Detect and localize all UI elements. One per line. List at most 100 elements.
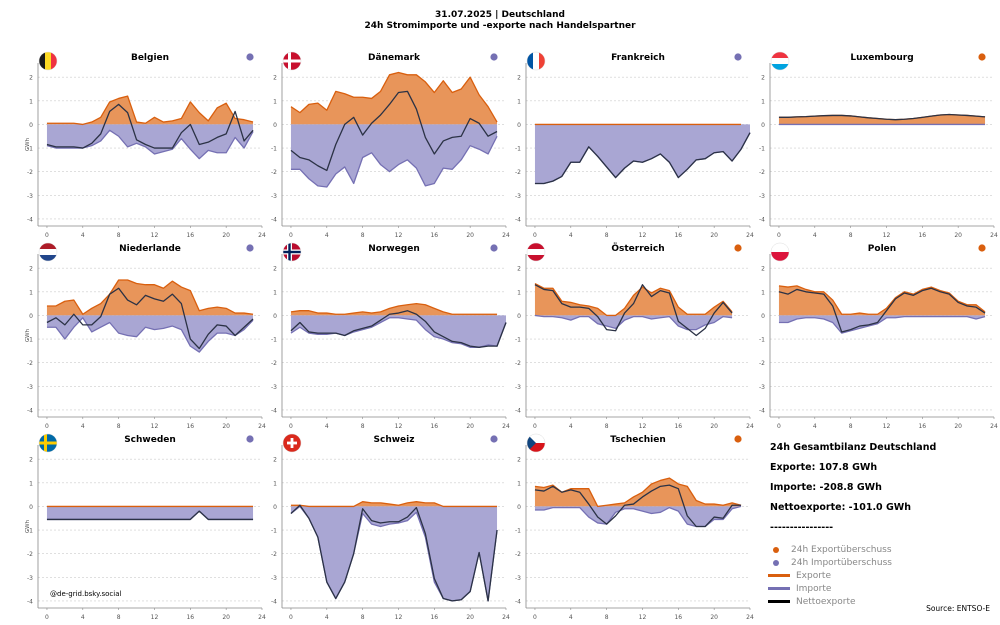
imports-line bbox=[290, 317, 507, 348]
x-tick-label: 8 bbox=[849, 423, 853, 430]
x-tick-label: 4 bbox=[813, 232, 817, 239]
y-tick-label: 0 bbox=[273, 504, 277, 511]
y-axis-label: GWh bbox=[25, 137, 31, 151]
flag-icon bbox=[39, 243, 57, 261]
net-line bbox=[290, 90, 498, 172]
x-tick-label: 8 bbox=[605, 423, 609, 430]
x-tick-label: 8 bbox=[361, 232, 365, 239]
legend-label: Nettoexporte bbox=[796, 596, 856, 607]
y-tick-label: -2 bbox=[271, 551, 277, 558]
y-tick-label: -4 bbox=[515, 216, 521, 223]
x-tick-label: 12 bbox=[639, 423, 647, 430]
y-tick-label: 1 bbox=[29, 289, 33, 296]
exports-line bbox=[290, 501, 498, 508]
y-tick-label: 0 bbox=[273, 313, 277, 320]
x-tick-label: 24 bbox=[746, 614, 754, 621]
flag-icon bbox=[283, 52, 301, 70]
exports-line bbox=[290, 71, 498, 123]
imports-area bbox=[534, 506, 742, 527]
surplus-dot bbox=[978, 244, 986, 252]
y-tick-label: -1 bbox=[271, 146, 277, 153]
imports-line bbox=[534, 314, 733, 331]
x-tick-label: 0 bbox=[533, 232, 537, 239]
legend-label: Importe bbox=[796, 583, 832, 594]
y-tick-label: -1 bbox=[271, 337, 277, 344]
x-tick-label: 20 bbox=[222, 423, 230, 430]
net-line bbox=[534, 132, 751, 185]
y-tick-label: -2 bbox=[27, 169, 33, 176]
x-tick-label: 0 bbox=[289, 232, 293, 239]
y-tick-label: -2 bbox=[27, 360, 33, 367]
y-tick-label: -4 bbox=[27, 598, 33, 605]
x-tick-label: 12 bbox=[395, 423, 403, 430]
panel-title: Polen bbox=[868, 244, 896, 254]
y-tick-label: -3 bbox=[515, 384, 521, 391]
surplus-dot bbox=[734, 53, 742, 61]
panel-title: Österreich bbox=[611, 243, 664, 254]
export-surplus-dot-icon bbox=[773, 546, 779, 553]
y-tick-label: -3 bbox=[271, 575, 277, 582]
y-tick-label: 1 bbox=[517, 480, 521, 487]
flag-icon bbox=[527, 243, 545, 261]
x-tick-label: 0 bbox=[777, 423, 781, 430]
imports-area bbox=[290, 506, 498, 601]
x-tick-label: 0 bbox=[45, 614, 49, 621]
source-note: Source: ENTSO-E bbox=[926, 604, 990, 613]
flag-icon bbox=[527, 52, 545, 70]
x-tick-label: 0 bbox=[289, 423, 293, 430]
y-tick-label: -3 bbox=[271, 193, 277, 200]
y-tick-label: 2 bbox=[517, 75, 521, 82]
exports-line bbox=[46, 279, 254, 315]
y-tick-label: 2 bbox=[273, 266, 277, 273]
exports-area bbox=[534, 283, 733, 316]
x-tick-label: 4 bbox=[569, 423, 573, 430]
net-line bbox=[290, 310, 507, 348]
y-tick-label: 0 bbox=[517, 504, 521, 511]
title-subtitle: 24h Stromimporte und -exporte nach Hande… bbox=[364, 21, 636, 31]
x-tick-label: 20 bbox=[954, 232, 962, 239]
y-tick-label: -3 bbox=[759, 193, 765, 200]
x-tick-label: 12 bbox=[639, 232, 647, 239]
y-tick-label: 0 bbox=[29, 122, 33, 129]
exports-area bbox=[534, 478, 742, 507]
y-tick-label: -1 bbox=[759, 146, 765, 153]
y-tick-label: -4 bbox=[27, 216, 33, 223]
exports-line-icon bbox=[768, 574, 790, 577]
summary-heading: 24h Gesamtbilanz Deutschland bbox=[770, 442, 937, 453]
x-tick-label: 0 bbox=[289, 614, 293, 621]
x-tick-label: 4 bbox=[81, 423, 85, 430]
x-tick-label: 12 bbox=[883, 232, 891, 239]
legend-item-exports: Exporte bbox=[768, 569, 892, 582]
x-tick-label: 4 bbox=[325, 423, 329, 430]
panel-title: Belgien bbox=[131, 53, 169, 63]
y-tick-label: -3 bbox=[759, 384, 765, 391]
x-tick-label: 4 bbox=[569, 232, 573, 239]
exports-area bbox=[290, 501, 498, 507]
imports-area bbox=[46, 124, 254, 159]
summary-block: 24h Gesamtbilanz Deutschland Exporte: 10… bbox=[770, 442, 936, 542]
y-tick-label: -4 bbox=[271, 407, 277, 414]
x-tick-label: 4 bbox=[569, 614, 573, 621]
y-tick-label: -4 bbox=[515, 598, 521, 605]
imports-area bbox=[290, 315, 506, 348]
x-tick-label: 20 bbox=[466, 614, 474, 621]
x-tick-label: 16 bbox=[674, 614, 682, 621]
x-tick-label: 0 bbox=[533, 423, 537, 430]
y-tick-label: 1 bbox=[761, 289, 765, 296]
x-tick-label: 8 bbox=[605, 232, 609, 239]
y-tick-label: 0 bbox=[29, 504, 33, 511]
x-tick-label: 12 bbox=[395, 614, 403, 621]
surplus-dot bbox=[490, 435, 498, 443]
y-tick-label: 2 bbox=[273, 457, 277, 464]
summary-net: Nettoexporte: -101.0 GWh bbox=[770, 502, 912, 513]
imports-line bbox=[290, 135, 498, 188]
x-tick-label: 8 bbox=[849, 232, 853, 239]
y-tick-label: 0 bbox=[761, 313, 765, 320]
x-tick-label: 4 bbox=[325, 232, 329, 239]
x-tick-label: 16 bbox=[186, 232, 194, 239]
y-tick-label: -2 bbox=[271, 169, 277, 176]
